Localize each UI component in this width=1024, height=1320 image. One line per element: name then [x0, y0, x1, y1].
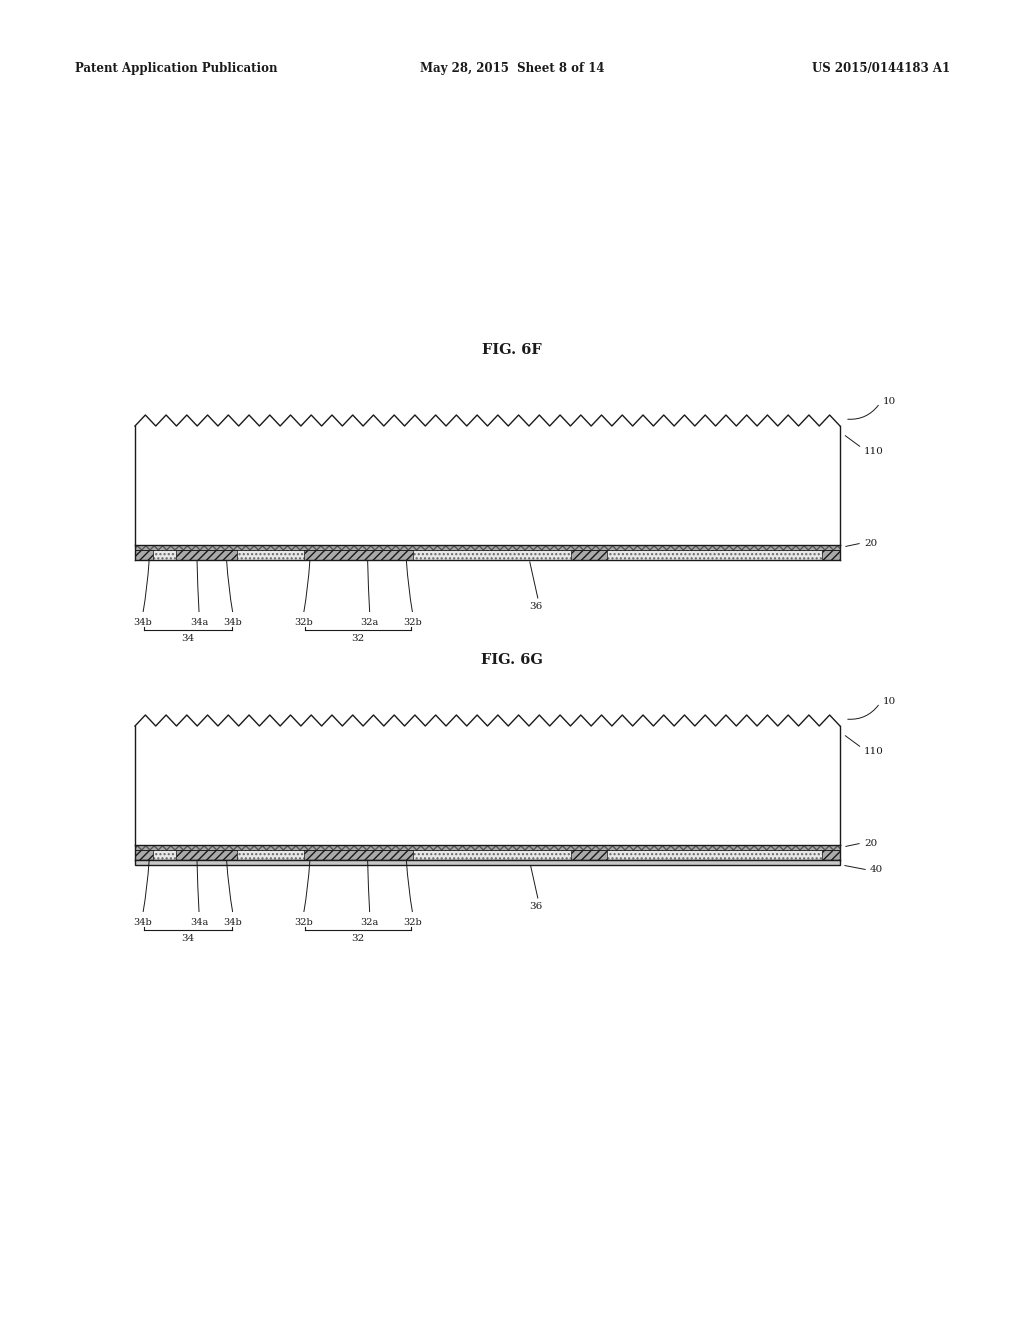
Bar	[176, 850, 238, 861]
Text: 32b: 32b	[295, 618, 313, 627]
Bar	[822, 550, 840, 560]
Bar	[135, 726, 840, 845]
Text: 32b: 32b	[403, 618, 422, 627]
Text: 32: 32	[351, 634, 365, 643]
Text: 34b: 34b	[223, 618, 242, 627]
Text: 32a: 32a	[360, 917, 379, 927]
Bar	[822, 850, 840, 861]
Bar	[135, 850, 840, 861]
Text: Patent Application Publication: Patent Application Publication	[75, 62, 278, 75]
Bar	[135, 550, 840, 560]
Bar	[176, 550, 238, 560]
Text: 32b: 32b	[403, 917, 422, 927]
Text: 34a: 34a	[189, 618, 208, 627]
Text: 34b: 34b	[134, 917, 153, 927]
Bar	[135, 850, 840, 861]
Text: US 2015/0144183 A1: US 2015/0144183 A1	[812, 62, 950, 75]
Bar	[135, 845, 840, 850]
Bar	[135, 850, 153, 861]
Text: 10: 10	[883, 396, 896, 405]
Text: 34: 34	[181, 634, 195, 643]
Text: FIG. 6G: FIG. 6G	[481, 653, 543, 667]
Bar	[570, 850, 607, 861]
Text: 40: 40	[870, 865, 884, 874]
Bar	[135, 550, 153, 560]
Bar	[135, 861, 840, 865]
Text: May 28, 2015  Sheet 8 of 14: May 28, 2015 Sheet 8 of 14	[420, 62, 604, 75]
Bar	[135, 545, 840, 550]
Bar	[135, 426, 840, 545]
Text: 110: 110	[864, 747, 884, 755]
Bar	[570, 550, 607, 560]
Text: 32a: 32a	[360, 618, 379, 627]
Text: 34b: 34b	[134, 618, 153, 627]
Text: 36: 36	[529, 602, 543, 611]
Bar	[304, 550, 414, 560]
Text: 10: 10	[883, 697, 896, 705]
Text: 34b: 34b	[223, 917, 242, 927]
Text: 110: 110	[864, 446, 884, 455]
Text: 32: 32	[351, 935, 365, 942]
Text: 34: 34	[181, 935, 195, 942]
Text: 36: 36	[529, 902, 543, 911]
Text: 20: 20	[864, 838, 878, 847]
Text: 34a: 34a	[189, 917, 208, 927]
Text: 32b: 32b	[295, 917, 313, 927]
Bar	[135, 550, 840, 560]
Text: 20: 20	[864, 539, 878, 548]
Bar	[135, 545, 840, 550]
Bar	[304, 850, 414, 861]
Bar	[135, 845, 840, 850]
Text: FIG. 6F: FIG. 6F	[482, 343, 542, 356]
